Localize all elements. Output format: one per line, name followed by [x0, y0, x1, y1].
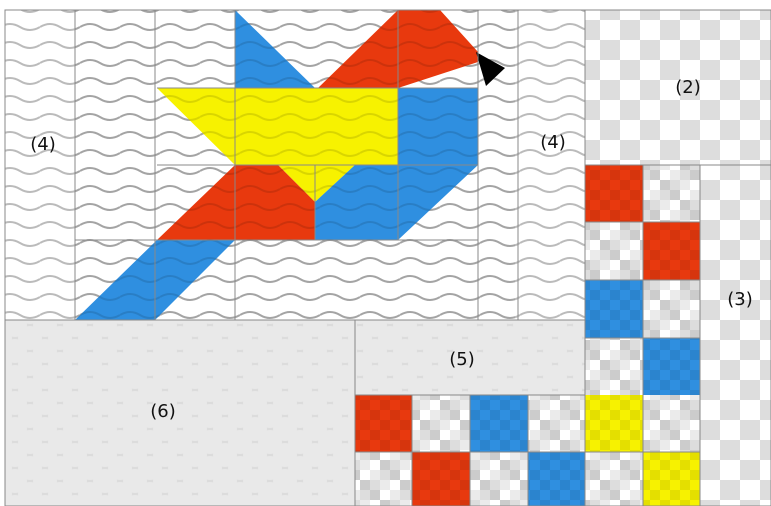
region-label: (2)	[675, 77, 701, 98]
labels: (4) (2) (4) (3) (5) (6)	[30, 77, 753, 422]
region-label: (5)	[449, 349, 475, 370]
region-label: (6)	[150, 401, 176, 422]
region-label: (3)	[727, 289, 753, 310]
region-label: (4)	[540, 132, 566, 153]
region-label: (4)	[30, 134, 56, 155]
colored-squares	[355, 165, 700, 506]
seams	[4, 9, 771, 506]
seam-lines	[4, 9, 771, 506]
